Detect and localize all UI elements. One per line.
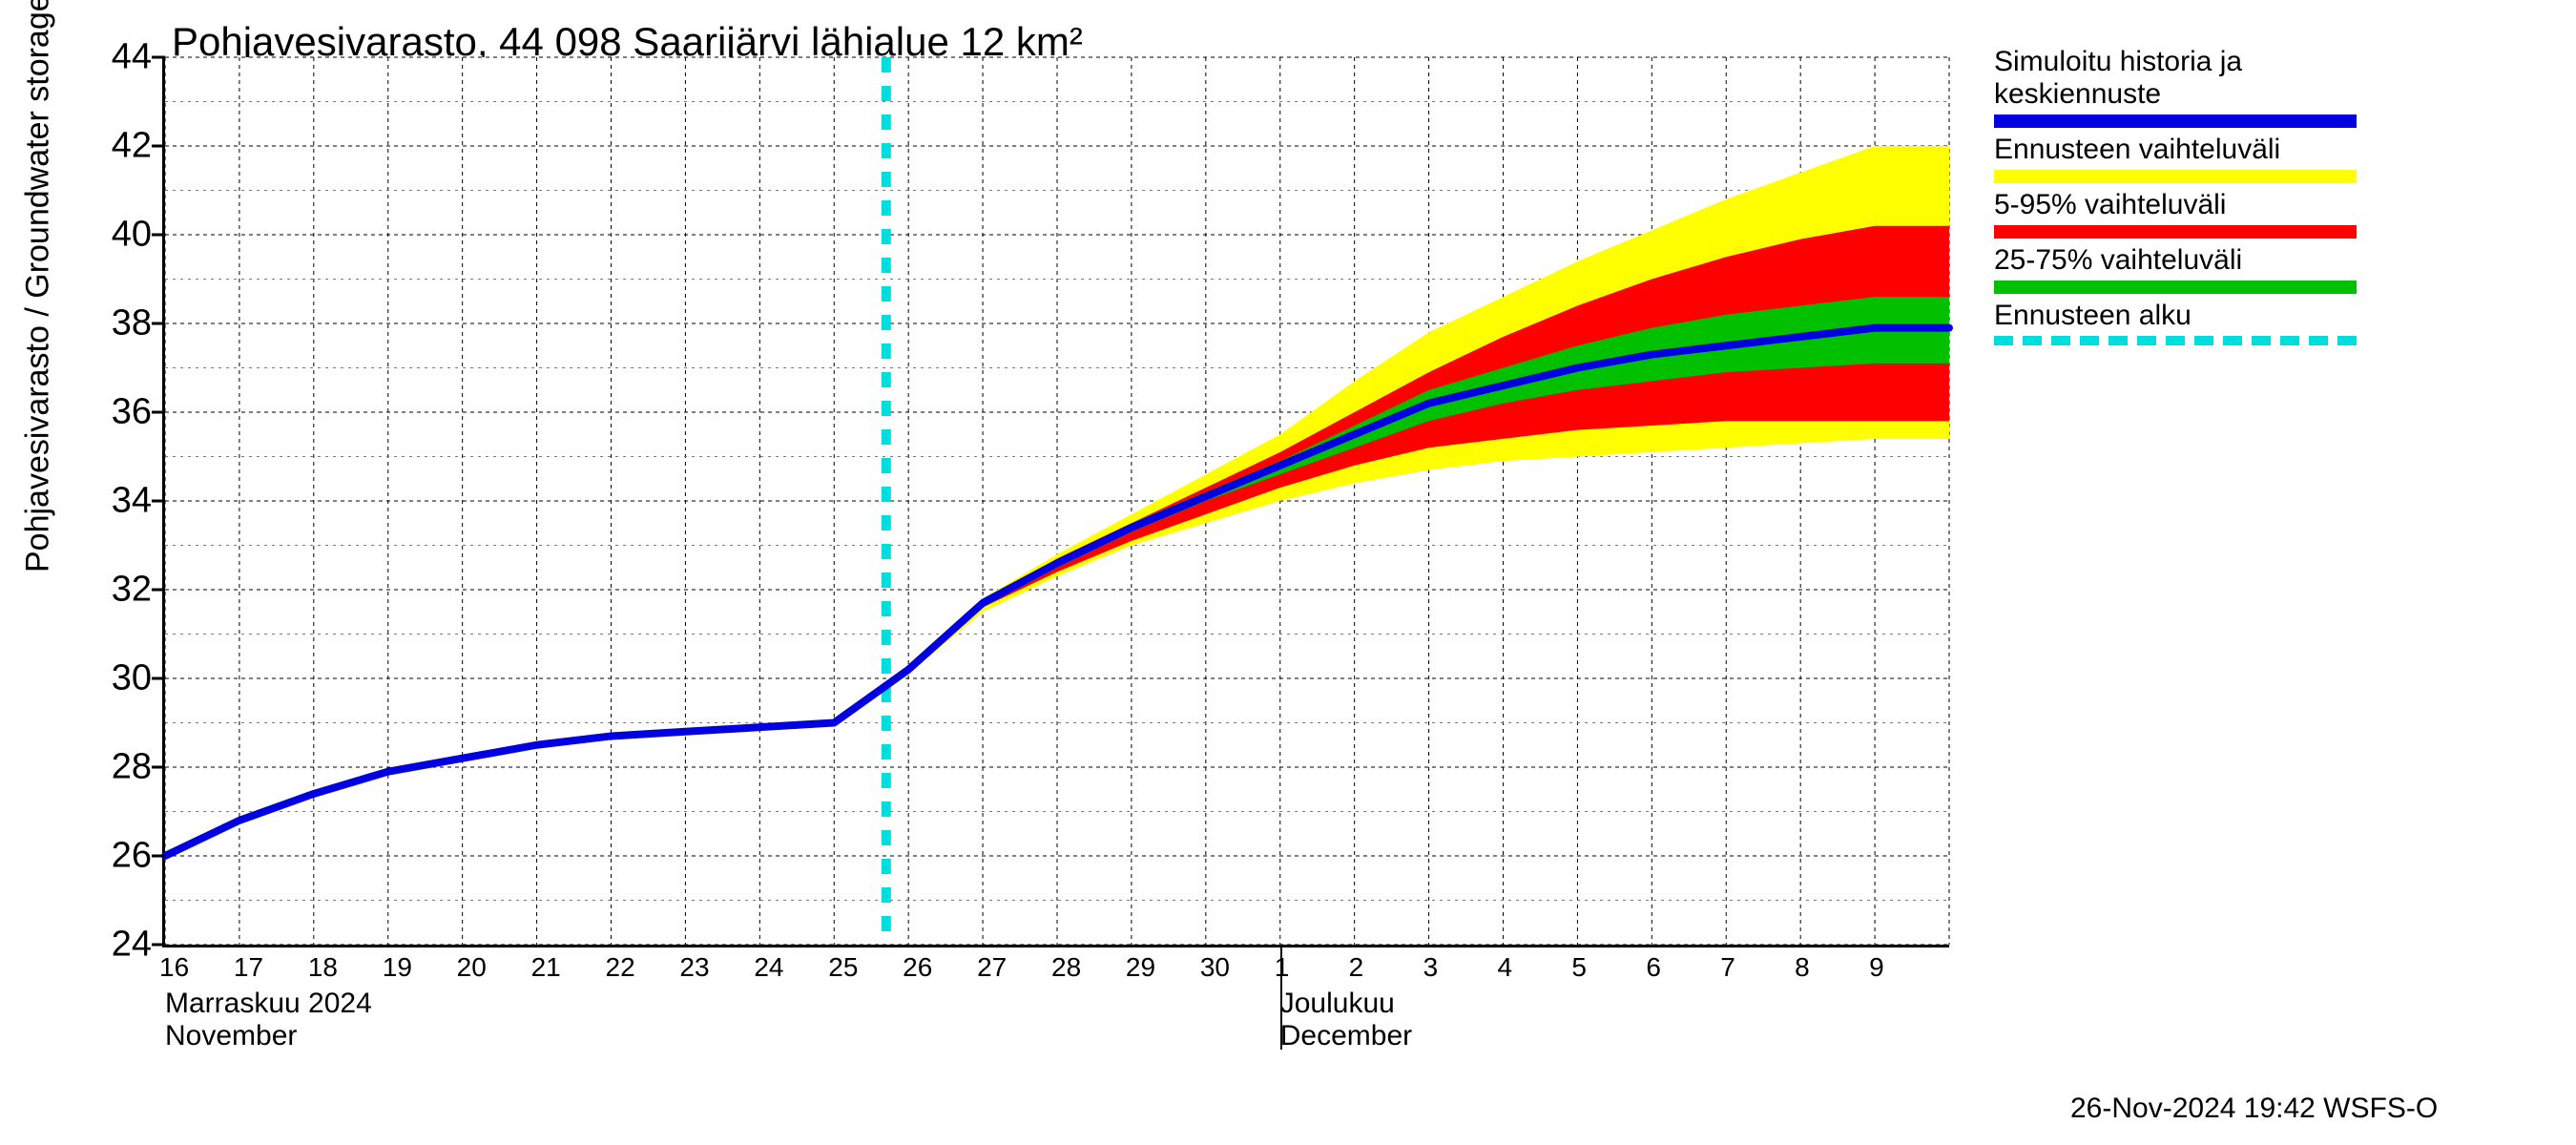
legend-label: 25-75% vaihteluväli: [1994, 244, 2357, 277]
x-tick-label: 22: [606, 952, 635, 983]
x-tick-label: 18: [308, 952, 338, 983]
y-tick-label: 32: [112, 570, 152, 611]
y-tick-label: 26: [112, 836, 152, 877]
x-tick-label: 8: [1795, 952, 1810, 983]
y-tick-label: 28: [112, 747, 152, 788]
legend: Simuloitu historia jakeskiennuste Ennuste…: [1994, 46, 2357, 351]
y-axis-label: Pohjavesivarasto / Groundwater storage m…: [20, 0, 57, 572]
x-tick-label: 21: [531, 952, 561, 983]
legend-item: Ennusteen alku: [1994, 300, 2357, 345]
x-tick-label: 27: [977, 952, 1007, 983]
legend-item: 25-75% vaihteluväli: [1994, 244, 2357, 294]
x-tick-label: 16: [159, 952, 189, 983]
legend-label: Ennusteen alku: [1994, 300, 2357, 332]
y-tick-label: 40: [112, 215, 152, 256]
legend-item: Ennusteen vaihteluväli: [1994, 134, 2357, 183]
month-label: Marraskuu 2024November: [165, 988, 372, 1052]
legend-swatch: [1994, 170, 2357, 183]
legend-swatch: [1994, 225, 2357, 239]
legend-swatch: [1994, 281, 2357, 294]
y-tick-label: 36: [112, 392, 152, 433]
chart-container: Pohjavesivarasto / Groundwater storage m…: [0, 0, 2576, 1145]
legend-label: Ennusteen vaihteluväli: [1994, 134, 2357, 166]
month-label: JoulukuuDecember: [1280, 988, 1412, 1052]
x-tick-label: 5: [1571, 952, 1587, 983]
y-tick-label: 34: [112, 481, 152, 522]
legend-label: Simuloitu historia jakeskiennuste: [1994, 46, 2357, 111]
x-tick-label: 2: [1349, 952, 1364, 983]
y-tick-label: 44: [112, 37, 152, 78]
legend-item: 5-95% vaihteluväli: [1994, 189, 2357, 239]
x-tick-label: 20: [457, 952, 487, 983]
x-tick-label: 30: [1200, 952, 1230, 983]
x-tick-label: 26: [903, 952, 932, 983]
x-tick-label: 28: [1051, 952, 1081, 983]
y-tick-label: 30: [112, 658, 152, 699]
x-tick-label: 24: [754, 952, 783, 983]
x-tick-label: 29: [1126, 952, 1155, 983]
legend-swatch: [1994, 114, 2357, 128]
x-tick-label: 23: [679, 952, 709, 983]
x-tick-label: 25: [828, 952, 858, 983]
plot-area: 2426283032343638404244161718192021222324…: [162, 57, 1949, 947]
x-tick-label: 7: [1720, 952, 1735, 983]
footer-timestamp: 26-Nov-2024 19:42 WSFS-O: [2070, 1093, 2438, 1125]
x-tick-label: 3: [1423, 952, 1439, 983]
x-tick-label: 19: [383, 952, 412, 983]
plot-svg: [165, 57, 1949, 945]
legend-item: Simuloitu historia jakeskiennuste: [1994, 46, 2357, 128]
y-tick-label: 42: [112, 126, 152, 167]
x-tick-label: 17: [234, 952, 263, 983]
y-tick-label: 38: [112, 303, 152, 344]
y-tick-label: 24: [112, 925, 152, 966]
x-tick-label: 6: [1646, 952, 1661, 983]
legend-label: 5-95% vaihteluväli: [1994, 189, 2357, 221]
x-tick-label: 4: [1498, 952, 1513, 983]
x-tick-label: 9: [1869, 952, 1884, 983]
legend-swatch: [1994, 336, 2357, 345]
